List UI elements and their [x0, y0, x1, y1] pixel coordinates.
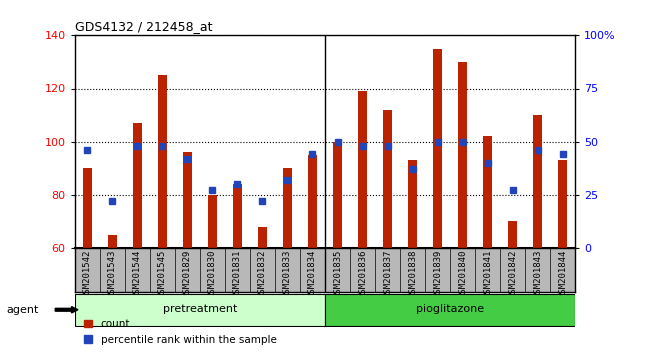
Text: GSM201839: GSM201839 — [433, 250, 442, 298]
Text: GSM201842: GSM201842 — [508, 250, 517, 298]
Text: GSM201844: GSM201844 — [558, 250, 567, 298]
Bar — [508, 221, 517, 248]
Text: GSM201834: GSM201834 — [308, 250, 317, 298]
Bar — [158, 75, 166, 248]
Text: GSM201543: GSM201543 — [108, 250, 117, 298]
Bar — [208, 195, 216, 248]
Text: GSM201829: GSM201829 — [183, 250, 192, 298]
Text: GSM201830: GSM201830 — [208, 250, 217, 298]
Bar — [484, 136, 492, 248]
Text: GSM201835: GSM201835 — [333, 250, 342, 298]
Bar — [83, 168, 92, 248]
Bar — [333, 142, 342, 248]
Legend: count, percentile rank within the sample: count, percentile rank within the sample — [80, 315, 281, 349]
Text: GSM201544: GSM201544 — [133, 250, 142, 298]
Bar — [233, 184, 242, 248]
Text: GSM201838: GSM201838 — [408, 250, 417, 298]
Text: GSM201545: GSM201545 — [158, 250, 167, 298]
Bar — [258, 227, 266, 248]
Bar — [108, 235, 116, 248]
Bar — [283, 168, 292, 248]
Bar — [558, 160, 567, 248]
Bar — [325, 294, 575, 326]
Bar — [458, 62, 467, 248]
Text: GSM201841: GSM201841 — [483, 250, 492, 298]
Text: pioglitazone: pioglitazone — [416, 304, 484, 314]
Text: GSM201836: GSM201836 — [358, 250, 367, 298]
Bar — [434, 49, 442, 248]
Text: GSM201832: GSM201832 — [258, 250, 267, 298]
Text: GSM201542: GSM201542 — [83, 250, 92, 298]
Bar — [133, 123, 142, 248]
Bar — [75, 294, 325, 326]
Bar — [358, 91, 367, 248]
Text: GSM201833: GSM201833 — [283, 250, 292, 298]
Text: GSM201831: GSM201831 — [233, 250, 242, 298]
Text: GSM201840: GSM201840 — [458, 250, 467, 298]
Bar — [408, 160, 417, 248]
Bar — [534, 115, 542, 248]
Bar — [384, 110, 392, 248]
Text: pretreatment: pretreatment — [162, 304, 237, 314]
Text: GDS4132 / 212458_at: GDS4132 / 212458_at — [75, 20, 213, 33]
Text: agent: agent — [6, 305, 39, 315]
Text: GSM201843: GSM201843 — [533, 250, 542, 298]
Bar — [183, 152, 192, 248]
Text: GSM201837: GSM201837 — [383, 250, 392, 298]
Bar — [308, 155, 317, 248]
